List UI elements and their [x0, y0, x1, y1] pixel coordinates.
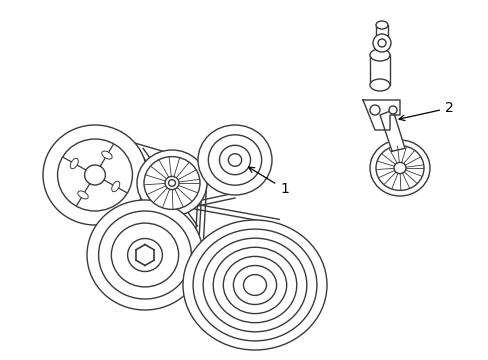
Ellipse shape	[193, 229, 316, 341]
Ellipse shape	[127, 239, 162, 271]
Bar	[375, 25, 387, 39]
Ellipse shape	[168, 180, 175, 186]
Ellipse shape	[99, 211, 191, 299]
Ellipse shape	[233, 266, 276, 305]
Bar	[369, 55, 389, 85]
Ellipse shape	[102, 151, 112, 159]
Ellipse shape	[213, 247, 296, 323]
Ellipse shape	[198, 125, 271, 195]
Ellipse shape	[393, 162, 405, 174]
Ellipse shape	[388, 106, 396, 114]
Text: 1: 1	[248, 167, 288, 196]
Ellipse shape	[377, 39, 385, 47]
Ellipse shape	[84, 165, 105, 185]
Polygon shape	[379, 110, 404, 151]
Ellipse shape	[164, 176, 179, 190]
Ellipse shape	[372, 34, 390, 52]
Ellipse shape	[137, 150, 206, 216]
Ellipse shape	[78, 191, 88, 199]
Ellipse shape	[228, 154, 241, 166]
Ellipse shape	[369, 105, 379, 115]
Text: 2: 2	[398, 101, 453, 121]
Ellipse shape	[375, 145, 423, 190]
Ellipse shape	[369, 79, 389, 91]
Ellipse shape	[369, 49, 389, 61]
Ellipse shape	[243, 275, 266, 296]
Ellipse shape	[111, 181, 120, 192]
Ellipse shape	[183, 220, 326, 350]
Ellipse shape	[219, 145, 250, 175]
Ellipse shape	[223, 256, 286, 314]
Ellipse shape	[70, 158, 78, 169]
Ellipse shape	[111, 223, 178, 287]
Ellipse shape	[208, 135, 261, 185]
Ellipse shape	[369, 140, 429, 196]
Ellipse shape	[87, 200, 203, 310]
Polygon shape	[362, 100, 399, 130]
Ellipse shape	[375, 21, 387, 29]
Ellipse shape	[58, 139, 132, 211]
Ellipse shape	[43, 125, 147, 225]
Ellipse shape	[203, 238, 306, 332]
Ellipse shape	[143, 157, 200, 210]
